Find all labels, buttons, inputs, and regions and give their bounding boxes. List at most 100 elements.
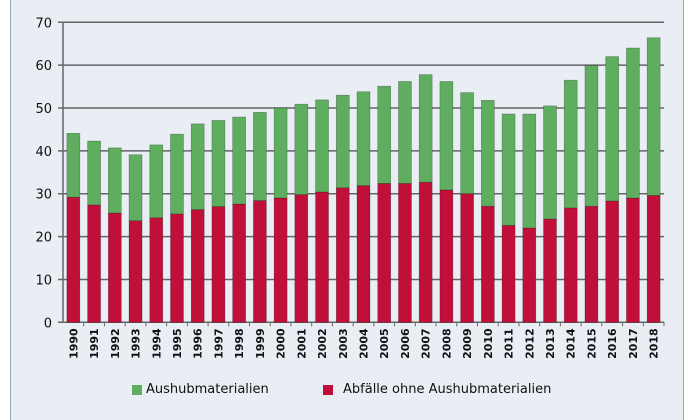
bar-abfaelle-2013 [543, 218, 557, 323]
x-tick-label: 1993 [130, 328, 143, 359]
y-tick-label: 10 [35, 273, 52, 288]
bar-abfaelle-2003 [335, 187, 350, 323]
x-tick-label: 2012 [523, 328, 536, 359]
bar-aushub-1991 [87, 140, 101, 206]
bar-aushub-2001 [294, 103, 309, 195]
x-tick-label: 2008 [440, 328, 453, 359]
bar-aushub-1995 [170, 133, 184, 215]
x-tick-label: 2010 [482, 328, 495, 359]
x-tick-label: 2016 [606, 328, 619, 359]
bar-aushub-2010 [481, 100, 495, 207]
bar-aushub-1994 [149, 144, 164, 219]
bar-aushub-2017 [626, 47, 640, 199]
bar-abfaelle-2001 [294, 194, 309, 323]
bar-abfaelle-2014 [563, 207, 578, 323]
bar-abfaelle-1991 [87, 204, 101, 323]
x-tick-label: 2002 [316, 328, 329, 359]
bar-abfaelle-1994 [149, 217, 164, 323]
x-tick-label: 1992 [109, 328, 122, 359]
bar-aushub-1996 [190, 123, 205, 210]
x-tick-label: 2000 [275, 328, 288, 359]
x-tick-label: 1997 [212, 328, 225, 359]
bar-aushub-1997 [211, 120, 226, 207]
y-tick-label: 40 [35, 145, 52, 160]
x-tick-label: 2005 [378, 328, 391, 359]
bar-abfaelle-1999 [253, 200, 267, 323]
bar-abfaelle-2002 [315, 191, 329, 323]
legend-swatch-red [323, 384, 333, 395]
x-tick-label: 1990 [67, 328, 80, 359]
bar-aushub-2000 [273, 107, 288, 199]
bar-abfaelle-2009 [460, 193, 474, 323]
bar-abfaelle-2016 [605, 200, 619, 323]
bar-aushub-2006 [398, 81, 412, 184]
x-tick-label: 2013 [544, 328, 557, 359]
bar-aushub-2007 [418, 74, 433, 183]
legend-item-aushub: Aushubmaterialien [132, 382, 269, 397]
legend-item-abfaelle: Abfälle ohne Aushubmaterialien [323, 382, 551, 397]
bar-abfaelle-1995 [170, 213, 184, 323]
x-tick-label: 2001 [295, 328, 308, 359]
bar-aushub-1993 [128, 154, 143, 222]
y-tick-label: 60 [35, 59, 52, 74]
bar-aushub-1999 [253, 112, 267, 201]
bar-aushub-2005 [377, 85, 392, 184]
bar-aushub-2016 [605, 56, 619, 202]
x-tick-label: 2015 [585, 328, 598, 359]
x-tick-label: 2007 [420, 328, 433, 359]
bar-abfaelle-2008 [439, 189, 454, 323]
bar-aushub-1998 [232, 116, 246, 205]
bar-abfaelle-2011 [501, 225, 516, 323]
bar-abfaelle-1990 [66, 196, 81, 323]
bar-abfaelle-1992 [108, 212, 122, 323]
bar-abfaelle-2010 [481, 205, 495, 323]
bar-aushub-2015 [584, 65, 599, 207]
bar-aushub-2003 [335, 94, 350, 189]
y-tick-label: 0 [44, 316, 52, 331]
x-tick-label: 2018 [648, 328, 661, 359]
bar-aushub-2004 [356, 91, 371, 186]
bar-abfaelle-2000 [273, 197, 288, 323]
bar-aushub-1990 [66, 133, 81, 198]
y-tick-label: 30 [35, 188, 52, 203]
x-tick-label: 1991 [88, 328, 101, 359]
bar-abfaelle-2015 [584, 205, 599, 323]
y-tick-label: 50 [35, 102, 52, 117]
x-tick-label: 1994 [150, 328, 163, 359]
x-tick-label: 2004 [358, 328, 371, 359]
bar-abfaelle-2018 [646, 195, 661, 323]
bar-abfaelle-2007 [418, 181, 433, 323]
bar-abfaelle-2004 [356, 185, 371, 323]
bar-aushub-2008 [439, 81, 454, 191]
bar-aushub-2009 [460, 92, 474, 195]
x-tick-label: 1998 [233, 328, 246, 359]
x-tick-label: 1999 [254, 328, 267, 359]
bar-aushub-2002 [315, 99, 329, 193]
bar-aushub-2014 [563, 79, 578, 209]
y-tick-label: 20 [35, 231, 52, 246]
y-tick-label: 70 [35, 16, 52, 31]
x-tick-label: 2017 [627, 328, 640, 359]
bar-abfaelle-1998 [232, 203, 246, 323]
bar-aushub-1992 [108, 147, 122, 214]
x-tick-label: 1996 [192, 328, 205, 359]
bar-aushub-2013 [543, 105, 557, 220]
x-tick-label: 2006 [399, 328, 412, 359]
bar-abfaelle-1993 [128, 220, 143, 323]
bar-aushub-2012 [522, 113, 537, 229]
x-tick-label: 2009 [461, 328, 474, 359]
bar-abfaelle-2017 [626, 197, 640, 323]
x-tick-label: 2014 [565, 328, 578, 359]
bar-aushub-2011 [501, 113, 516, 226]
bar-abfaelle-1996 [190, 209, 205, 323]
legend-label: Aushubmaterialien [146, 382, 269, 397]
x-tick-label: 2003 [337, 328, 350, 359]
x-tick-label: 1995 [171, 328, 184, 359]
legend-label: Abfälle ohne Aushubmaterialien [343, 382, 552, 397]
bar-aushub-2018 [646, 37, 661, 196]
bar-abfaelle-2012 [522, 227, 537, 323]
bar-abfaelle-1997 [211, 206, 226, 323]
bar-abfaelle-2006 [398, 183, 412, 323]
legend-swatch-green [132, 384, 142, 395]
